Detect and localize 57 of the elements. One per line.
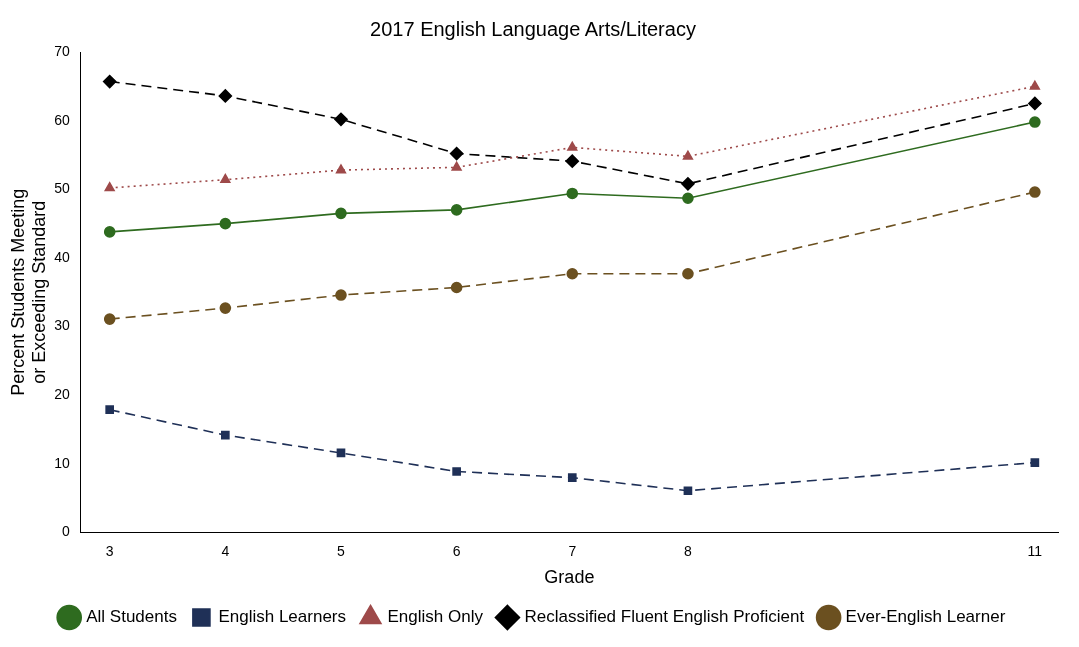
point [335, 164, 347, 174]
point [681, 177, 695, 191]
point [334, 112, 348, 127]
y-tick-label: 10 [54, 454, 70, 471]
legend-label: Ever-English Learner [845, 607, 1006, 627]
point [449, 146, 464, 161]
point [103, 226, 116, 238]
point [1029, 116, 1041, 128]
point [566, 187, 579, 200]
legend-label: All Students [86, 607, 177, 627]
legend-label: English Learners [218, 607, 346, 627]
y-tick-label: 50 [54, 180, 70, 197]
x-tick-label: 5 [337, 542, 346, 559]
x-tick-label: 3 [105, 542, 114, 559]
x-tick-label: 11 [1027, 542, 1043, 559]
point [1029, 80, 1040, 90]
point [219, 302, 232, 314]
point [683, 486, 693, 496]
point [335, 207, 347, 220]
point [682, 150, 694, 160]
legend-label: English Only [387, 607, 484, 627]
y-tick-label: 40 [54, 248, 70, 265]
point [567, 141, 578, 151]
point [219, 217, 232, 230]
y-tick-label: 60 [54, 111, 70, 128]
point [565, 154, 580, 168]
point [103, 313, 116, 325]
x-tick-label: 4 [221, 542, 230, 559]
x-tick-label: 8 [684, 542, 693, 559]
point [1029, 186, 1041, 198]
point [104, 182, 115, 192]
point [566, 267, 579, 280]
y-axis-title: Percent Students Meeting or Exceeding Standard [7, 188, 50, 396]
point [220, 173, 231, 183]
point [335, 289, 347, 301]
point [450, 281, 463, 294]
point [452, 467, 461, 476]
point [451, 161, 462, 171]
x-axis-title: Grade [544, 567, 595, 588]
point [567, 473, 577, 483]
point [105, 405, 115, 415]
y-tick-label: 0 [61, 523, 70, 540]
y-tick-label: 20 [54, 386, 70, 403]
x-tick-label: 7 [568, 542, 577, 559]
point [682, 267, 694, 280]
point [221, 430, 230, 440]
point [682, 192, 694, 205]
chart-title: 2017 English Language Arts/Literacy [370, 17, 696, 40]
point [218, 89, 233, 103]
y-tick-label: 30 [54, 317, 70, 334]
legend-label: Reclassified Fluent English Proficient [524, 607, 805, 627]
point [1028, 96, 1042, 111]
x-tick-label: 6 [452, 542, 461, 559]
point [102, 74, 117, 89]
point [450, 204, 463, 216]
y-tick-label: 70 [54, 42, 70, 59]
point [1030, 458, 1040, 467]
